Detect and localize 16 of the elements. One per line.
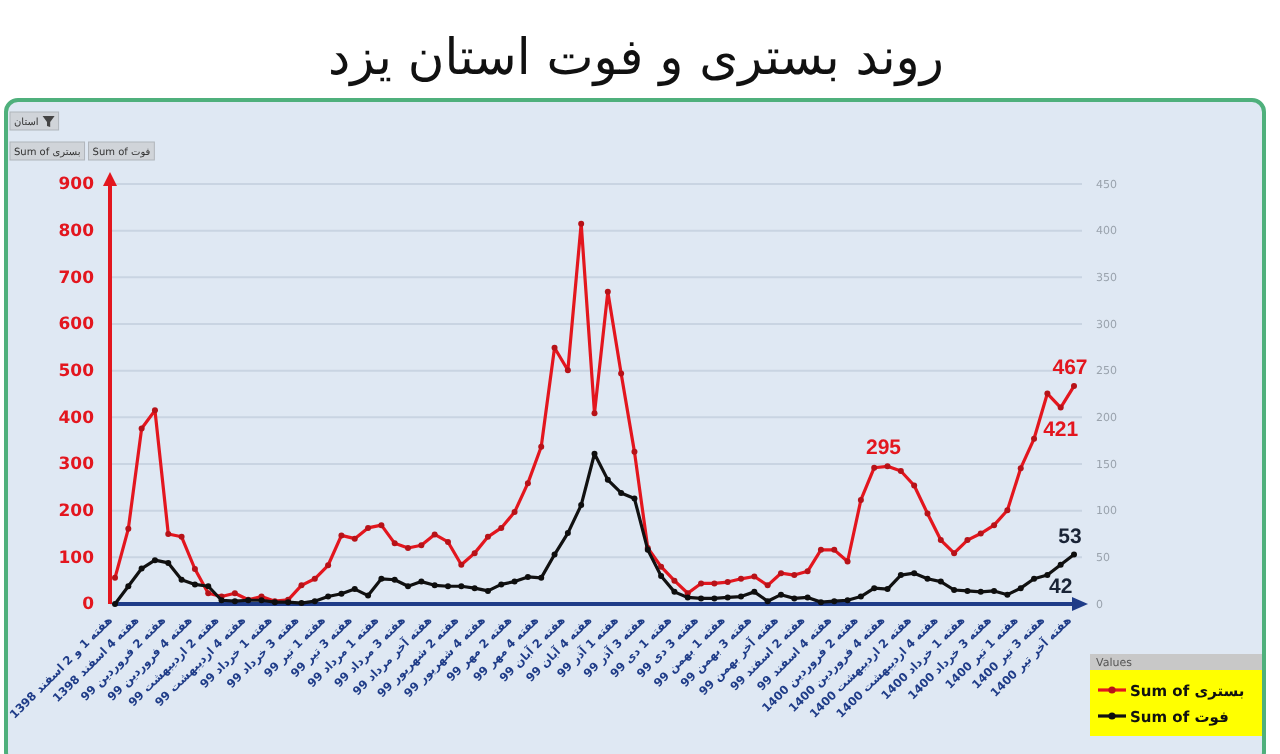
data-label: 421 — [1043, 417, 1079, 442]
y-tick-label: 800 — [58, 222, 95, 243]
y-tick-label: 400 — [58, 408, 95, 429]
y-tick-label: 900 — [58, 175, 95, 196]
y-tick-label: 300 — [58, 455, 95, 476]
data-label: 42 — [1048, 574, 1073, 599]
data-label: 53 — [1058, 524, 1082, 549]
y-tick-label: 100 — [58, 548, 95, 569]
chart-title: روند بستری و فوت استان یزد — [328, 28, 944, 88]
data-label: 295 — [866, 436, 902, 461]
y-tick-label: 200 — [58, 502, 95, 523]
data-label: 467 — [1052, 356, 1088, 381]
y-tick-label: 500 — [58, 362, 95, 383]
y-tick-label: 600 — [58, 315, 95, 336]
y-tick-label: 0 — [82, 595, 95, 616]
y-tick-label: 700 — [58, 268, 95, 289]
